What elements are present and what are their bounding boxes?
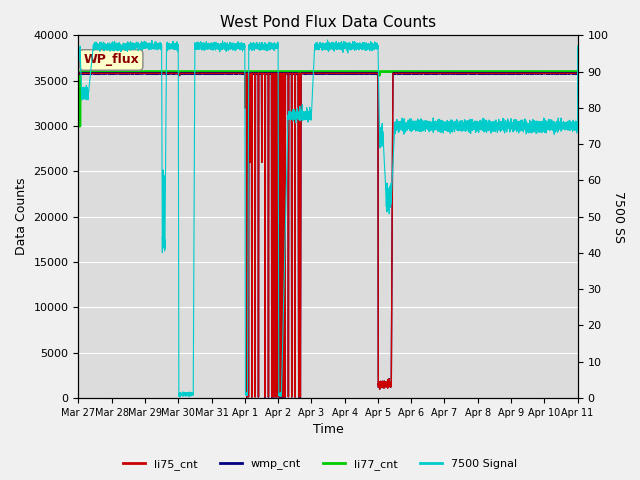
Text: WP_flux: WP_flux [83,53,139,66]
Legend: li75_cnt, wmp_cnt, li77_cnt, 7500 Signal: li75_cnt, wmp_cnt, li77_cnt, 7500 Signal [118,455,522,474]
Title: West Pond Flux Data Counts: West Pond Flux Data Counts [220,15,436,30]
X-axis label: Time: Time [312,423,344,436]
Y-axis label: Data Counts: Data Counts [15,178,28,255]
Y-axis label: 7500 SS: 7500 SS [612,191,625,242]
